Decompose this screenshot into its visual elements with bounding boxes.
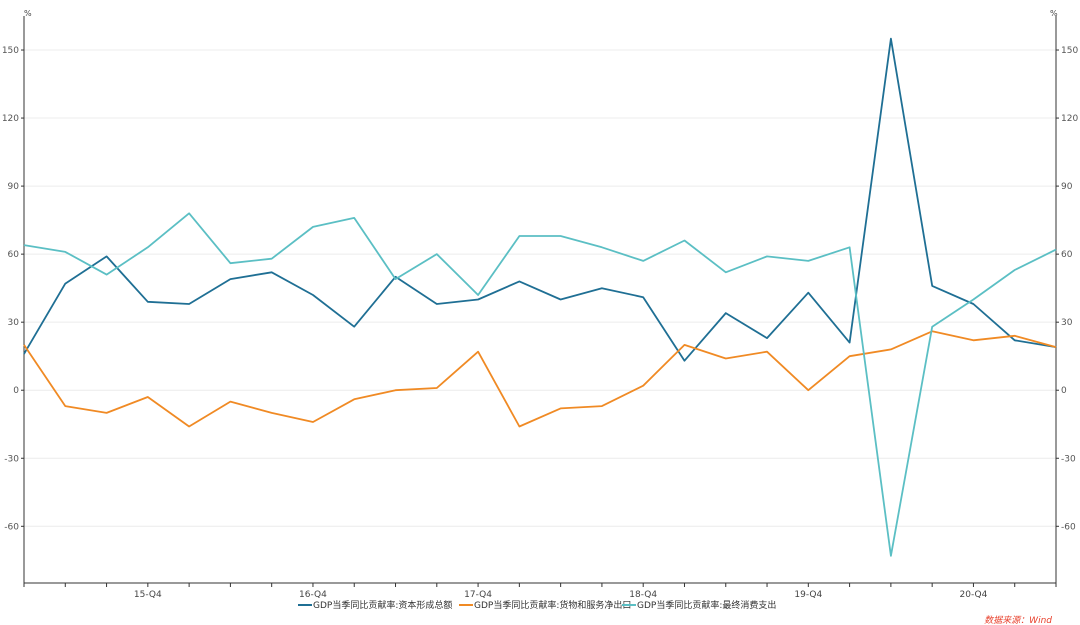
y-tick-label-right: 30: [1061, 318, 1073, 328]
y-tick-label-left: 0: [13, 386, 19, 396]
y-tick-label-right: 90: [1061, 182, 1073, 192]
y-tick-label-left: 30: [8, 318, 20, 328]
x-tick-label: 20-Q4: [960, 590, 988, 600]
y-unit-label-right: %: [1050, 9, 1058, 18]
legend: GDP当季同比贡献率:资本形成总额 GDP当季同比贡献率:货物和服务净出口 GDP当…: [298, 599, 776, 611]
y-tick-label-left: 60: [8, 250, 20, 260]
y-tick-label-left: 120: [2, 114, 19, 124]
y-unit-label-left: %: [24, 9, 32, 18]
y-tick-label-left: 150: [2, 46, 19, 56]
legend-label: GDP当季同比贡献率:资本形成总额: [313, 599, 452, 611]
y-axis-right: 150 120 90 60 30 0 -30 -60: [1055, 16, 1078, 583]
y-tick-label-right: 60: [1061, 250, 1073, 260]
x-axis: 15-Q4 16-Q4 17-Q4 18-Q4 19-Q4 20-Q4: [23, 582, 1057, 600]
y-tick-label-right: 120: [1061, 114, 1078, 124]
x-tick-label: 17-Q4: [464, 590, 492, 600]
y-tick-label-left: -30: [4, 454, 19, 464]
x-tick-label: 18-Q4: [629, 590, 657, 600]
series-line-0: [23, 37, 1057, 362]
y-axis-left: 150 120 90 60 30 0 -30 -60: [2, 16, 25, 583]
y-tick-label-right: -30: [1061, 454, 1076, 464]
x-tick-label: 19-Q4: [794, 590, 822, 600]
y-tick-label-right: 150: [1061, 46, 1078, 56]
legend-label: GDP当季同比贡献率:货物和服务净出口: [474, 599, 631, 611]
source-label: 数据来源：Wind: [984, 615, 1052, 625]
grid-lines: [24, 49, 1056, 527]
x-tick-label: 16-Q4: [299, 590, 327, 600]
legend-label: GDP当季同比贡献率:最终消费支出: [637, 599, 776, 611]
x-tick-label: 15-Q4: [134, 590, 162, 600]
series-line-2: [23, 212, 1057, 557]
y-tick-label-right: -60: [1061, 522, 1076, 532]
y-tick-label-right: 0: [1061, 386, 1067, 396]
y-tick-label-left: 90: [8, 182, 20, 192]
series-line-1: [23, 330, 1057, 428]
y-tick-label-left: -60: [4, 522, 19, 532]
series-lines: [23, 37, 1057, 557]
